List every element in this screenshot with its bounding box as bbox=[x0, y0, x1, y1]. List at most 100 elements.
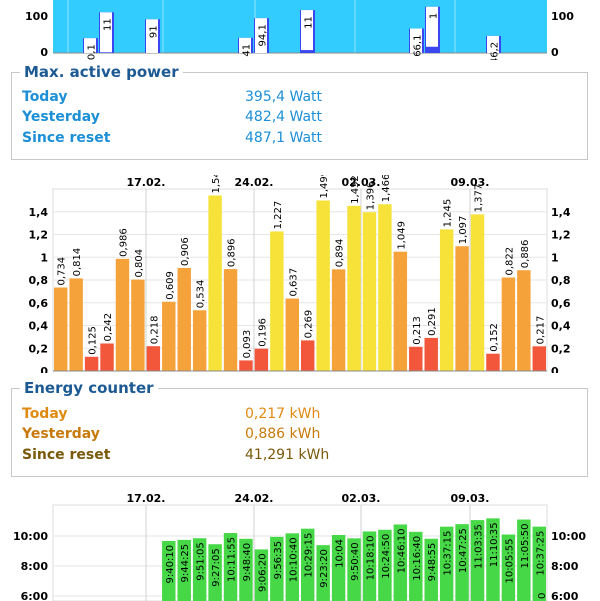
time-bar bbox=[501, 534, 516, 601]
energy-bar bbox=[223, 269, 238, 371]
energy-bar-label: 0,213 bbox=[412, 316, 423, 345]
energy-bar-label: 1,097 bbox=[458, 216, 469, 245]
time-bar-label: 9:56:35 bbox=[273, 541, 284, 580]
time-bar bbox=[192, 538, 207, 601]
power-bar-label: 41 bbox=[242, 44, 253, 57]
energy-bar bbox=[100, 343, 114, 371]
time-bar-label: 9:48:55 bbox=[427, 543, 438, 582]
x-date-label: 17.02. bbox=[127, 492, 166, 505]
x-date-label: 02.03. bbox=[342, 176, 381, 189]
energy-bar bbox=[208, 195, 222, 371]
time-bar bbox=[301, 528, 315, 601]
time-bar bbox=[208, 544, 222, 601]
energy-bar bbox=[362, 212, 377, 371]
power-yesterday-value: 482,4 Watt bbox=[245, 109, 323, 125]
time-bar bbox=[470, 520, 485, 601]
y-tick-label: 0,4 bbox=[29, 320, 49, 333]
energy-bar-label: 1,499 bbox=[319, 175, 330, 198]
y-tick-label-right: 0 bbox=[551, 46, 559, 59]
y-tick-label: 1,4 bbox=[29, 206, 49, 219]
energy-bar-label: 0,125 bbox=[88, 326, 99, 355]
energy-counter-panel: Energy counter Today 0,217 kWh Yesterday… bbox=[11, 379, 588, 477]
energy-bar bbox=[192, 310, 207, 371]
energy-bar-label: 0,152 bbox=[489, 323, 500, 352]
time-bar bbox=[455, 524, 469, 601]
energy-bar bbox=[84, 356, 99, 371]
time-bar-label: 11:05:50 bbox=[520, 524, 531, 569]
energy-yesterday-value: 0,886 kWh bbox=[245, 426, 321, 442]
y-tick-label-right: 6:00 bbox=[551, 590, 579, 601]
energy-bar-label: 1,245 bbox=[443, 199, 454, 228]
time-bar bbox=[347, 538, 361, 601]
energy-bar-label: 0,894 bbox=[335, 239, 346, 268]
energy-since-reset-value: 41,291 kWh bbox=[245, 447, 330, 463]
time-bar-label: 10:11:55 bbox=[227, 537, 238, 582]
energy-bar bbox=[270, 231, 284, 371]
label-bg bbox=[239, 37, 251, 53]
energy-bar-label: 0,534 bbox=[196, 280, 207, 309]
energy-bar bbox=[316, 200, 330, 371]
y-tick-label: 10:00 bbox=[13, 530, 48, 543]
energy-bar bbox=[115, 258, 130, 371]
energy-bar bbox=[301, 340, 315, 371]
energy-bar-label: 0,196 bbox=[257, 318, 268, 347]
energy-bar-label: 0,242 bbox=[103, 313, 114, 342]
label-bg bbox=[301, 10, 313, 51]
power-bar-label: 91 bbox=[149, 25, 160, 38]
energy-bar-label: 0,637 bbox=[288, 268, 299, 297]
energy-bar bbox=[532, 346, 546, 371]
y-tick-label-right: 1 bbox=[551, 251, 559, 264]
energy-bar bbox=[439, 229, 454, 371]
energy-bar bbox=[424, 337, 438, 371]
energy-bar-label: 0,291 bbox=[427, 307, 438, 336]
x-date-label: 09.03. bbox=[451, 492, 490, 505]
max-active-power-title: Max. active power bbox=[20, 63, 183, 81]
energy-yesterday-label: Yesterday bbox=[22, 426, 100, 442]
time-bar bbox=[517, 519, 531, 601]
y-tick-label-right: 0,4 bbox=[551, 320, 571, 333]
energy-bar bbox=[455, 246, 469, 371]
time-bar bbox=[439, 526, 454, 601]
time-bar bbox=[316, 545, 330, 601]
label-bg bbox=[255, 18, 267, 54]
energy-bar-label: 1,396 bbox=[365, 182, 376, 211]
label-bg bbox=[84, 38, 96, 53]
y-tick-label: 0,2 bbox=[29, 342, 49, 355]
label-bg bbox=[410, 28, 422, 53]
power-since-reset-value: 487,1 Watt bbox=[245, 130, 323, 146]
y-tick-label-right: 0,8 bbox=[551, 274, 571, 287]
time-bar-label: 10:16:40 bbox=[412, 536, 423, 581]
energy-bar bbox=[486, 353, 500, 371]
energy-bar-label: 1,452 bbox=[350, 175, 361, 204]
x-date-label: 09.03. bbox=[451, 176, 490, 189]
y-tick-label-right: 8:00 bbox=[551, 560, 579, 573]
time-bar-label: 10:05:55 bbox=[504, 539, 515, 584]
time-bar bbox=[378, 529, 392, 601]
time-bar-label: 9:23:20 bbox=[319, 549, 330, 588]
time-bar-label: 10:37:25 bbox=[535, 531, 546, 576]
time-bar bbox=[270, 536, 284, 601]
energy-bar-label: 0,609 bbox=[165, 271, 176, 300]
y-tick-label: 1 bbox=[40, 251, 48, 264]
energy-bar-label: 0,093 bbox=[242, 330, 253, 359]
y-tick-label: 0,8 bbox=[29, 274, 49, 287]
power-bar-label: 66,1 bbox=[413, 35, 424, 57]
time-bar-label: 10:10:40 bbox=[288, 537, 299, 582]
energy-chart: 1,4 1,4 1,2 1,2 1 1 0,8 0,8 0,6 0,6 0,4 0,4 0,2 0,2 0 0… bbox=[29, 175, 571, 373]
energy-counter-title: Energy counter bbox=[20, 379, 158, 397]
label-bg bbox=[487, 35, 499, 53]
x-date-label: 02.03. bbox=[342, 492, 381, 505]
power-today-label: Today bbox=[22, 89, 68, 105]
time-bar bbox=[532, 526, 546, 601]
time-bar bbox=[162, 540, 176, 601]
x-date-label: 24.02. bbox=[235, 492, 274, 505]
label-bg bbox=[100, 12, 112, 53]
energy-bar bbox=[162, 301, 176, 371]
time-bar bbox=[223, 533, 238, 601]
time-bar-label: 10:18:10 bbox=[365, 535, 376, 580]
power-bar-label: 11 bbox=[304, 16, 315, 29]
time-bar-label: 9:51:05 bbox=[196, 542, 207, 581]
time-bar-label: 9:44:25 bbox=[180, 544, 191, 583]
energy-bar bbox=[177, 267, 191, 371]
energy-today-value: 0,217 kWh bbox=[245, 406, 321, 422]
